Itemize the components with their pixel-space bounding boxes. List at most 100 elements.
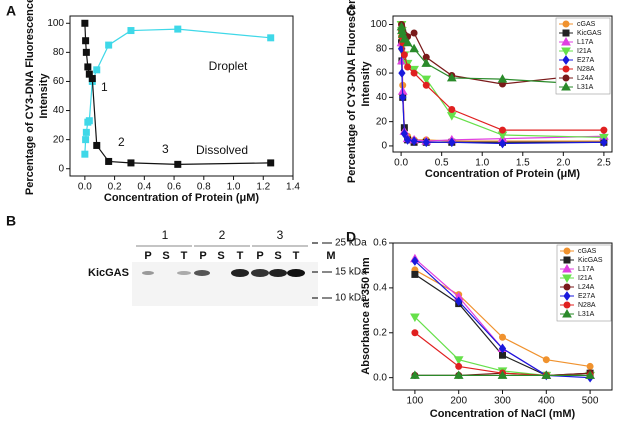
y-tick-label: 0.6 xyxy=(373,238,387,249)
marker xyxy=(497,74,508,83)
legend-label: cGAS xyxy=(578,248,597,255)
legend-label: L24A xyxy=(577,75,594,82)
band xyxy=(142,271,154,275)
marker xyxy=(453,370,464,379)
marker xyxy=(93,66,101,74)
chart: A 0.0 0.2 0.4 0.6 0.8 1.0 1.2 1.4 0 20 40 60 80 100 Con… xyxy=(6,0,300,204)
y-tick-label: 0.2 xyxy=(373,327,387,338)
y-axis-label: Percentage of CY3-DNA Fluorescence xyxy=(346,0,358,183)
band xyxy=(287,269,305,277)
marker xyxy=(455,296,463,307)
legend-marker xyxy=(562,308,572,318)
legend-label: L31A xyxy=(578,311,595,318)
lane-label: M xyxy=(326,250,335,262)
marker xyxy=(497,370,508,379)
chart: D 100 200 300 400 500 0.0 0.2 0.4 0.6 Concentratio… xyxy=(346,229,613,420)
lane-label: T xyxy=(293,250,300,262)
x-axis-label: Concentration of NaCl (mM) xyxy=(430,408,576,420)
x-tick-label: 2.5 xyxy=(597,158,611,169)
legend-marker xyxy=(561,81,571,91)
x-tick-label: 0.0 xyxy=(394,158,408,169)
marker xyxy=(600,137,608,148)
legend-label: I21A xyxy=(577,48,592,55)
marker xyxy=(410,370,420,379)
y-tick-label: 20 xyxy=(376,116,388,127)
band xyxy=(177,271,191,275)
lane-label: S xyxy=(217,250,224,262)
y-tick-label: 80 xyxy=(53,47,65,58)
x-tick-label: 0.0 xyxy=(78,182,92,193)
marker xyxy=(84,63,92,71)
legend-marker xyxy=(562,20,570,28)
chart: C 0.0 0.5 1.0 1.5 2.0 2.5 0 20 40 60 80 100 Concentra… xyxy=(346,0,613,183)
x-tick-label: 100 xyxy=(407,396,424,407)
ladder-band xyxy=(312,242,318,244)
marker xyxy=(455,362,463,370)
legend-label: KicGAS xyxy=(577,30,602,37)
x-tick-label: 1.0 xyxy=(475,158,489,169)
marker xyxy=(586,362,594,370)
y-tick-label: 100 xyxy=(370,19,387,30)
row-label: KicGAS xyxy=(88,267,129,279)
band xyxy=(231,269,249,277)
marker xyxy=(88,75,96,83)
marker xyxy=(174,25,182,33)
y-tick-label: 20 xyxy=(53,134,65,145)
marker xyxy=(422,81,430,89)
marker-label: 15 kDa xyxy=(335,267,367,278)
legend-label: L24A xyxy=(578,284,595,291)
x-tick-label: 0.4 xyxy=(137,182,151,193)
marker xyxy=(410,313,420,323)
marker xyxy=(174,160,182,168)
panel-letter: C xyxy=(346,3,356,19)
marker xyxy=(411,256,419,266)
annotation: 2 xyxy=(118,135,125,149)
marker xyxy=(82,37,90,45)
legend-marker xyxy=(561,47,571,57)
plot-frame xyxy=(392,15,613,153)
y-tick-label: 40 xyxy=(53,105,65,116)
marker xyxy=(422,137,430,148)
marker xyxy=(127,159,135,167)
band xyxy=(194,270,210,276)
y-tick-label: 0 xyxy=(381,141,387,152)
marker xyxy=(600,126,608,134)
x-axis-label: Concentration of Protein (μM) xyxy=(425,168,581,180)
marker xyxy=(105,157,113,165)
x-tick-label: 1.2 xyxy=(256,182,270,193)
series-line xyxy=(400,48,604,145)
y-axis-label: Intensity xyxy=(38,73,50,119)
marker xyxy=(446,72,457,82)
marker xyxy=(411,329,419,337)
x-tick-label: 200 xyxy=(450,396,467,407)
marker xyxy=(267,34,275,42)
marker xyxy=(402,37,413,47)
y-axis-label: Intensity xyxy=(360,61,372,107)
legend-marker xyxy=(563,291,571,301)
y-axis-label: Absorbance at 350 nm xyxy=(360,257,372,375)
marker xyxy=(127,27,135,35)
marker xyxy=(267,159,275,167)
gel-panel: B KicGAS xyxy=(6,213,332,306)
legend-label: L17A xyxy=(577,39,594,46)
marker xyxy=(409,43,419,53)
marker xyxy=(448,106,456,113)
marker xyxy=(82,128,90,136)
marker xyxy=(499,126,506,134)
y-tick-label: 60 xyxy=(53,76,65,87)
marker xyxy=(404,63,412,71)
legend-label: E27A xyxy=(577,57,594,64)
marker-label: 25 kDa xyxy=(335,238,367,249)
legend-marker xyxy=(562,274,572,284)
marker xyxy=(410,136,418,146)
group-label: 3 xyxy=(277,228,284,242)
marker xyxy=(421,58,432,67)
legend-marker xyxy=(563,301,571,309)
lane-label: T xyxy=(237,250,244,262)
marker xyxy=(585,370,595,379)
legend-marker xyxy=(563,256,571,264)
gel-image xyxy=(132,262,318,306)
marker xyxy=(542,356,550,364)
x-tick-label: 0.8 xyxy=(197,182,211,193)
x-tick-label: 0.6 xyxy=(167,182,181,193)
